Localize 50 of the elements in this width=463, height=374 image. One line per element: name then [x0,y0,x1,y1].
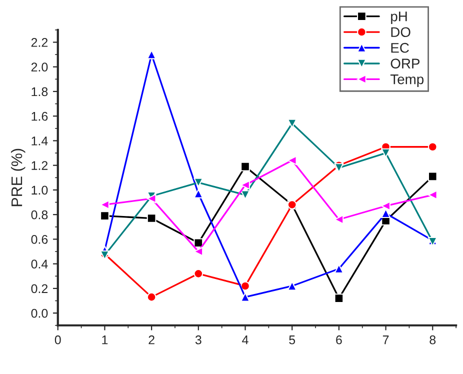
point [428,142,438,152]
y-tick-label: 0.4 [31,260,48,268]
legend-label: ORP [390,58,420,68]
y-tick-label: 1.4 [32,136,48,146]
y-tick-label: 1.0 [32,186,48,195]
legend-label: Temp [390,74,424,87]
point [381,208,390,218]
point [146,292,156,302]
x-tick-label: 3 [195,335,202,344]
point [146,214,156,223]
point [334,163,344,172]
x-tick-label: 2 [148,335,154,344]
x-tick-label: 6 [336,335,342,344]
y-tick-label: 0.0 [31,308,48,318]
point [194,268,204,278]
point [146,194,156,204]
y-tick-label: 1.6 [32,112,48,121]
point [334,294,344,303]
y-tick-label: 1.8 [32,87,48,96]
point [240,180,250,190]
x-tick-label: 5 [289,336,296,344]
y-tick-label: 2.2 [31,38,48,47]
point [240,162,250,172]
point [194,246,204,256]
point [381,148,390,158]
point [240,292,250,302]
legend-label: pH [391,12,407,24]
point [240,281,250,291]
point [428,190,438,200]
point [194,188,204,198]
legend-label: DO [391,27,410,38]
x-tick-label: 7 [382,336,389,344]
x-tick-label: 4 [242,336,248,344]
x-tick-label: 0 [54,335,61,344]
x-tick-label: 8 [430,335,436,344]
point [100,211,110,220]
x-tick-label: 1 [102,336,108,344]
y-tick-label: 0.8 [31,210,48,220]
point [287,118,297,128]
y-axis-title: PRE (%) [10,148,26,206]
point [287,156,297,166]
point [381,201,390,211]
point [428,172,438,182]
legend-label: EC [391,42,409,53]
y-tick-label: 2.0 [31,62,48,72]
point [194,238,204,248]
y-tick-label: 1.2 [32,161,48,170]
y-tick-label: 0.6 [31,235,48,244]
y-tick-label: 0.2 [31,284,48,294]
point [334,264,344,274]
